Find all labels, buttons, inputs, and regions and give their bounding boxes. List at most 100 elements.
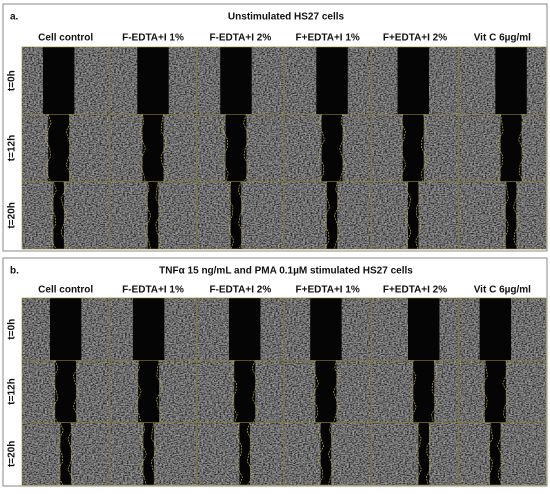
wound-edge <box>323 181 331 250</box>
micrograph <box>196 114 285 182</box>
micrograph <box>196 422 285 486</box>
wound-edge <box>155 181 162 250</box>
row-label: t=12h <box>7 135 18 161</box>
wound-edge <box>231 360 238 423</box>
wound-gap <box>316 47 348 115</box>
wound-edge <box>502 181 509 250</box>
panel-label: b. <box>10 266 19 277</box>
micrograph <box>196 297 285 361</box>
micrograph <box>21 360 110 423</box>
cell-image <box>22 181 110 249</box>
micrograph <box>21 422 110 486</box>
micrograph <box>458 114 547 182</box>
wound-gap <box>55 360 77 423</box>
micrograph <box>458 422 547 486</box>
wound-gap <box>239 422 250 485</box>
wound-edge <box>57 422 64 486</box>
column-header: F+EDTA+I 2% <box>383 33 447 44</box>
wound-edge <box>134 360 142 423</box>
wound-edge <box>415 422 422 486</box>
wound-gap <box>408 181 419 249</box>
micrograph <box>283 297 372 361</box>
column-header: F-EDTA+I 1% <box>122 285 184 296</box>
row-label: t=0h <box>7 70 18 91</box>
wound-gap <box>310 298 342 361</box>
wound-edge <box>150 422 158 486</box>
wound-gap <box>408 298 440 361</box>
micrograph <box>109 181 197 250</box>
column-header: Cell control <box>38 33 93 44</box>
row-label: t=20h <box>7 202 18 228</box>
image-border <box>458 181 547 250</box>
wound-gap <box>484 360 506 423</box>
wound-edge <box>317 422 324 486</box>
wound-edge <box>140 422 147 486</box>
micrograph <box>21 46 110 115</box>
wound-edge <box>415 181 422 250</box>
wound-gap <box>48 114 70 182</box>
micrograph <box>21 114 110 182</box>
wound-gap <box>500 114 522 182</box>
wound-gap <box>490 422 501 485</box>
wound-edge <box>156 360 163 423</box>
wound-gap <box>326 181 338 249</box>
wound-edge <box>497 114 504 182</box>
wound-edge <box>333 360 340 423</box>
wound-gap <box>495 47 527 115</box>
micrograph <box>283 114 372 182</box>
micrograph <box>283 46 372 115</box>
micrograph <box>21 181 110 250</box>
micrograph <box>458 360 547 423</box>
wound-gap <box>132 298 165 361</box>
wound-gap <box>402 114 424 182</box>
wound-edge <box>502 360 510 423</box>
column-header: F+EDTA+I 2% <box>383 285 447 296</box>
wound-gap <box>479 298 512 361</box>
micrograph <box>196 46 285 115</box>
wound-gap <box>220 47 252 115</box>
wound-gap <box>413 360 435 423</box>
wound-gap <box>321 114 343 182</box>
wound-gap <box>230 181 242 249</box>
column-header: F-EDTA+I 2% <box>209 285 271 296</box>
wound-edge <box>327 422 335 486</box>
panel-border <box>2 3 548 252</box>
wound-gap <box>143 422 154 485</box>
wound-gap <box>137 47 169 115</box>
micrograph <box>371 360 459 423</box>
wound-gap <box>60 422 71 485</box>
wound-edge <box>497 422 504 486</box>
column-header: F+EDTA+I 1% <box>296 285 360 296</box>
cell-image <box>371 422 459 485</box>
wound-gap <box>225 114 247 182</box>
wound-edge <box>251 360 259 423</box>
wound-edge <box>312 360 319 423</box>
micrograph <box>371 46 459 115</box>
wound-edge <box>67 422 75 486</box>
wound-edge <box>318 114 325 182</box>
column-header: F-EDTA+I 1% <box>122 33 184 44</box>
row-label: t=0h <box>7 319 18 340</box>
micrograph <box>458 181 547 250</box>
micrograph <box>283 360 372 423</box>
image-border <box>458 422 547 486</box>
wound-gap <box>505 181 517 249</box>
column-header: F-EDTA+I 2% <box>209 33 271 44</box>
micrograph <box>371 297 459 361</box>
wound-gap <box>53 181 64 249</box>
wound-edge <box>425 422 432 486</box>
column-header: Vit C 6µg/ml <box>474 33 531 44</box>
micrograph <box>283 422 372 486</box>
wound-gap <box>42 47 75 115</box>
wound-edge <box>227 181 235 250</box>
wound-edge <box>50 181 57 250</box>
micrograph <box>458 297 547 361</box>
wound-gap <box>418 422 429 485</box>
wound-gap <box>320 422 332 485</box>
column-header: Vit C 6µg/ml <box>474 285 531 296</box>
wound-gap <box>234 360 256 423</box>
row-label: t=12h <box>7 378 18 404</box>
wound-edge <box>420 114 427 182</box>
micrograph <box>196 360 285 423</box>
